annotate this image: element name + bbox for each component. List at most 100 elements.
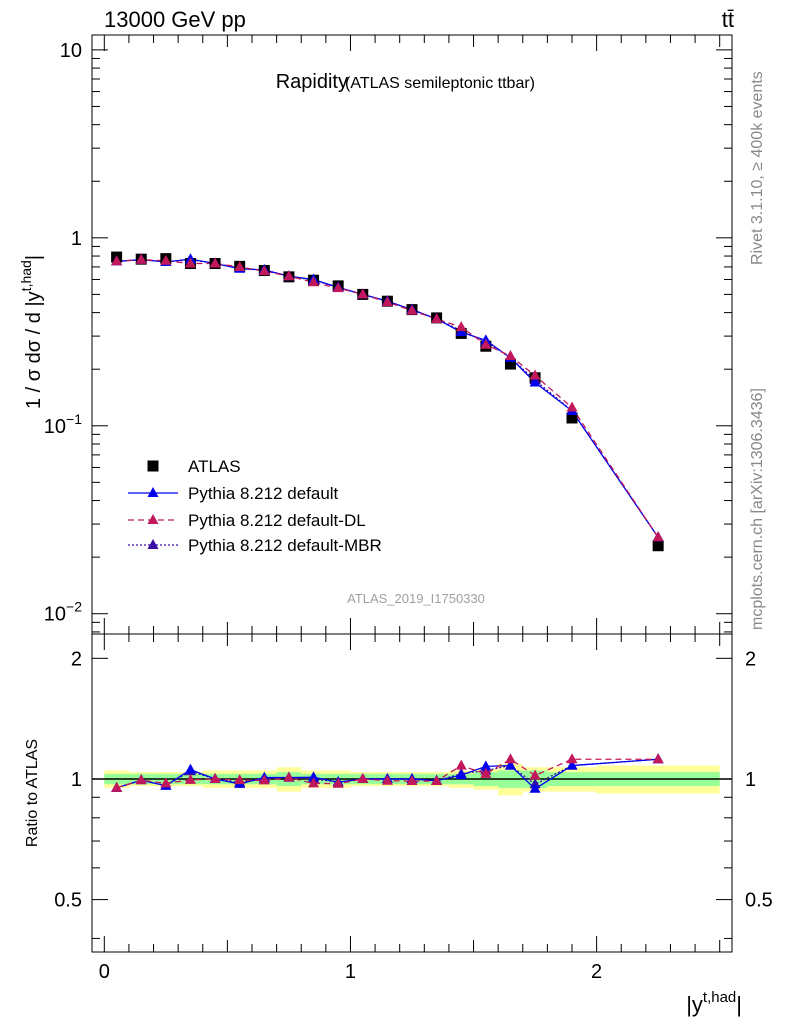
ratio-point-1 <box>357 772 369 783</box>
x-tick-label: 2 <box>591 961 602 983</box>
main-y-tick-label: 10−1 <box>44 411 82 438</box>
y-title-main: 1 / σ dσ / d |y <box>23 291 45 409</box>
ratio-panel: Ratio to ATLAS 2 2 1 1 0.5 0.5 0 1 2 |yt,had| <box>24 633 773 1017</box>
mcplots-label: mcplots.cern.ch [arXiv:1306.3436] <box>749 388 766 630</box>
y-title-end: | <box>23 255 45 260</box>
legend-marker-atlas <box>147 460 159 472</box>
atlas-data-point <box>504 358 516 370</box>
ratio-y-tick-label-left: 0.5 <box>54 890 82 912</box>
header-energy-label: 13000 GeV pp <box>104 7 246 32</box>
mc-point-2 <box>652 531 664 542</box>
y-title-sup: t,had <box>18 260 34 291</box>
main-y-tick-base: 10 <box>44 416 66 438</box>
ratio-y-tick-label-right: 1 <box>745 769 756 791</box>
ratio-point-1 <box>184 773 196 784</box>
mc-point-2 <box>234 260 246 271</box>
legend-marker <box>147 539 159 549</box>
x-title-end: | <box>736 992 742 1017</box>
main-y-tick-label: 10 <box>60 40 82 62</box>
mc-point-2 <box>406 304 418 315</box>
main-series <box>111 251 664 552</box>
ratio-point-1 <box>455 759 467 770</box>
ratio-point-0 <box>529 782 541 793</box>
ratio-point-1 <box>431 775 443 786</box>
mc-point-2 <box>184 257 196 268</box>
ratio-point-0 <box>504 759 516 770</box>
x-axis-label: |yt,had| <box>686 989 742 1017</box>
x-title-main: |y <box>686 992 703 1017</box>
mc-point-2 <box>160 254 172 265</box>
ratio-point-0 <box>480 760 492 771</box>
mc-point-2 <box>332 282 344 293</box>
mc-point-2 <box>529 369 541 380</box>
mc-point-2 <box>111 255 123 266</box>
mc-point-1 <box>529 376 541 387</box>
ratio-y-ticks: 2 2 1 1 0.5 0.5 <box>54 648 773 939</box>
main-y-tick-exp: −1 <box>66 411 82 427</box>
mc-point-2 <box>566 401 578 412</box>
mc-point-2 <box>357 288 369 299</box>
ratio-point-0 <box>566 759 578 770</box>
main-panel: ATLAS_2019_I1750330 Rapidity (ATLAS semi… <box>18 34 733 635</box>
legend-marker <box>147 487 159 497</box>
main-y-tick-label: 1 <box>71 228 82 250</box>
ratio-y-tick-label-right: 0.5 <box>745 890 773 912</box>
mc-point-2 <box>381 296 393 307</box>
main-y-tick-base: 1 <box>71 228 82 250</box>
atlas-data-point <box>566 412 578 424</box>
mc-point-2 <box>480 338 492 349</box>
ratio-series <box>111 753 664 793</box>
header-process-label: tt̄ <box>722 7 734 32</box>
ratio-point-1 <box>258 774 270 785</box>
main-x-ticks <box>103 35 721 634</box>
ratio-frame <box>91 633 733 953</box>
ratio-point-1 <box>652 753 664 764</box>
ratio-point-1 <box>160 777 172 788</box>
main-y-tick-base: 10 <box>44 604 66 626</box>
main-y-tick-base: 10 <box>60 40 82 62</box>
ratio-point-0 <box>308 771 320 782</box>
ratio-point-1 <box>406 775 418 786</box>
mc-point-2 <box>283 270 295 281</box>
x-axis-title: |yt,had| <box>686 989 742 1017</box>
ratio-y-tick-label-right: 2 <box>745 648 756 670</box>
main-y-tick-label: 10−2 <box>44 599 82 626</box>
ratio-point-1 <box>135 774 147 785</box>
legend: ATLAS Pythia 8.212 default Pythia 8.212 de… <box>128 457 382 555</box>
ratio-point-0 <box>455 769 467 780</box>
ratio-point-0 <box>184 763 196 774</box>
mc-point-2 <box>308 276 320 287</box>
legend-marker <box>147 514 159 524</box>
ratio-x-ticks: 0 1 2 <box>99 634 721 983</box>
ratio-point-1 <box>209 772 221 783</box>
mc-point-2 <box>455 321 467 332</box>
atlas-data-point <box>652 540 664 552</box>
chart-subtitle: (ATLAS semileptonic ttbar) <box>345 75 535 92</box>
main-y-tick-exp: −2 <box>66 599 82 615</box>
ratio-y-tick-label-left: 2 <box>71 648 82 670</box>
legend-label: Pythia 8.212 default <box>188 484 339 503</box>
ratio-point-1 <box>234 774 246 785</box>
mc-point-1 <box>455 326 467 337</box>
mc-point-2 <box>431 312 443 323</box>
ratio-point-1 <box>111 781 123 792</box>
legend-label: Pythia 8.212 default-DL <box>188 511 366 530</box>
legend-label: ATLAS <box>188 457 241 476</box>
ratio-point-1 <box>332 777 344 788</box>
legend-label: Pythia 8.212 default-MBR <box>188 536 382 555</box>
ratio-point-1 <box>566 753 578 764</box>
ratio-point-1 <box>308 777 320 788</box>
x-tick-label: 1 <box>345 961 356 983</box>
analysis-watermark: ATLAS_2019_I1750330 <box>347 591 485 606</box>
ratio-point-1 <box>504 753 516 764</box>
main-y-axis-title: 1 / σ dσ / d |yt,had| <box>18 255 45 409</box>
ratio-point-1 <box>480 767 492 778</box>
ratio-y-tick-label-left: 1 <box>71 769 82 791</box>
mc-point-2 <box>209 257 221 268</box>
x-title-sup: t,had <box>703 989 736 1006</box>
ratio-point-1 <box>381 774 393 785</box>
ratio-point-1 <box>529 769 541 780</box>
mc-point-2 <box>504 350 516 361</box>
